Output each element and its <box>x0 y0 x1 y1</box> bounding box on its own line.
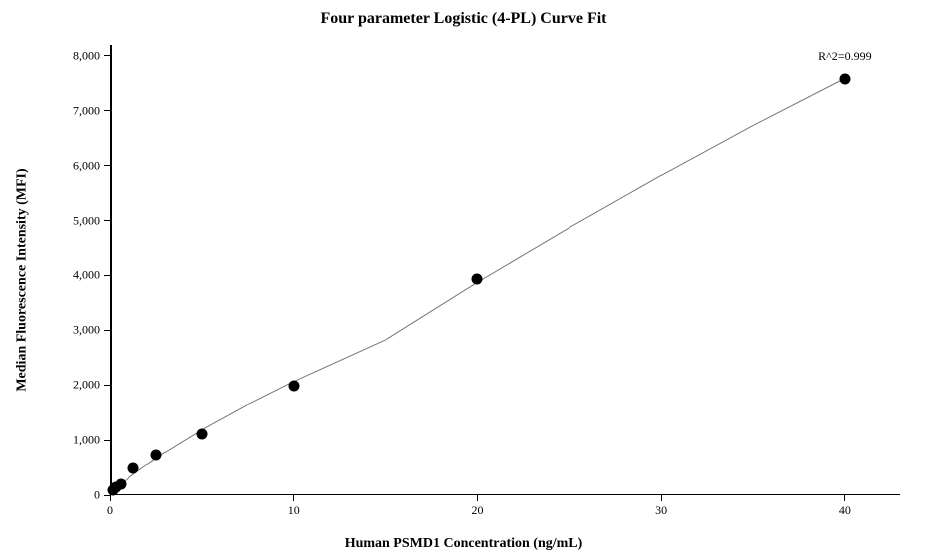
data-point <box>196 429 207 440</box>
y-tick <box>104 330 110 331</box>
y-tick <box>104 110 110 111</box>
fit-curve-segment <box>294 339 386 382</box>
x-tick-label: 30 <box>655 503 667 518</box>
data-point <box>116 479 127 490</box>
x-tick-label: 20 <box>471 503 483 518</box>
y-tick <box>104 385 110 386</box>
data-point <box>472 274 483 285</box>
y-tick-label: 3,000 <box>50 323 100 338</box>
fit-curve-segment <box>753 78 845 126</box>
data-point <box>839 74 850 85</box>
fit-curve-segment <box>569 175 661 228</box>
y-tick-label: 0 <box>50 488 100 503</box>
y-tick-label: 5,000 <box>50 213 100 228</box>
data-point <box>288 380 299 391</box>
y-tick <box>104 275 110 276</box>
y-tick-label: 6,000 <box>50 158 100 173</box>
y-tick <box>104 165 110 166</box>
y-axis-label-wrap: Median Fluorescence Intensity (MFI) <box>12 0 34 560</box>
x-axis-label: Human PSMD1 Concentration (ng/mL) <box>0 536 927 552</box>
plot-area: 01,0002,0003,0004,0005,0006,0007,0008,00… <box>110 45 900 495</box>
y-axis <box>110 45 112 495</box>
y-axis-label: Median Fluorescence Intensity (MFI) <box>15 168 31 391</box>
x-tick <box>844 495 845 501</box>
x-tick-label: 10 <box>288 503 300 518</box>
y-tick-label: 1,000 <box>50 433 100 448</box>
y-tick <box>104 220 110 221</box>
y-tick-label: 2,000 <box>50 378 100 393</box>
data-point <box>127 462 138 473</box>
y-tick-label: 7,000 <box>50 103 100 118</box>
x-tick-label: 0 <box>107 503 113 518</box>
fit-curve-segment <box>477 227 569 282</box>
x-axis <box>110 494 900 496</box>
y-tick <box>104 55 110 56</box>
y-tick <box>104 440 110 441</box>
data-point <box>150 449 161 460</box>
chart-container: Four parameter Logistic (4-PL) Curve Fit… <box>0 0 927 560</box>
fit-curve-segment <box>248 381 294 405</box>
fit-curve-segment <box>661 125 753 176</box>
fit-curve-segment <box>386 282 478 340</box>
x-tick <box>661 495 662 501</box>
x-tick <box>110 495 111 501</box>
x-tick <box>293 495 294 501</box>
chart-title: Four parameter Logistic (4-PL) Curve Fit <box>0 10 927 28</box>
fit-curve-segment <box>202 404 248 430</box>
r-squared-annotation: R^2=0.999 <box>818 49 871 64</box>
x-tick <box>477 495 478 501</box>
y-tick-label: 8,000 <box>50 48 100 63</box>
y-tick-label: 4,000 <box>50 268 100 283</box>
x-tick-label: 40 <box>839 503 851 518</box>
